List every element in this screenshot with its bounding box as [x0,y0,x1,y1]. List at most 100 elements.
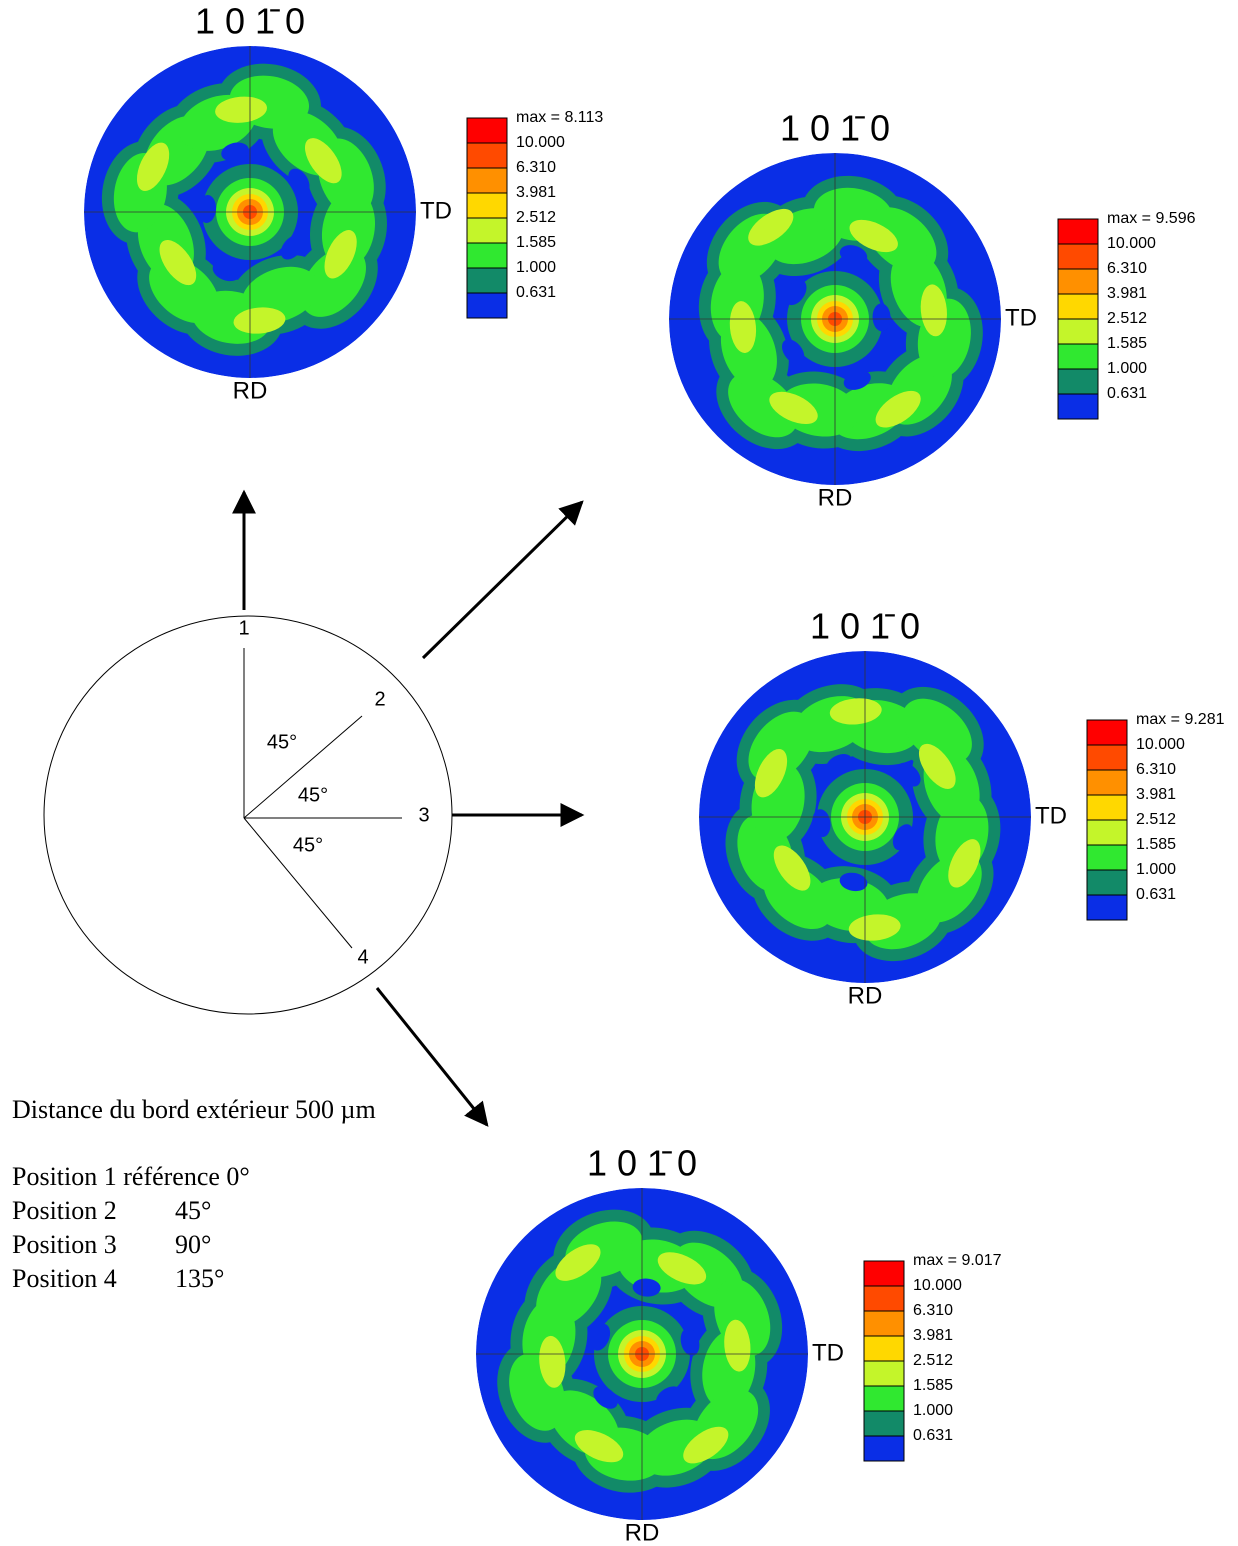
contour [724,1319,751,1372]
legend-band [1086,719,1128,746]
contour [324,230,357,279]
caption-row: Position 2 [12,1196,117,1225]
contour [839,245,868,265]
contour [902,698,972,764]
legend-max: max = 8.113 [516,109,603,126]
legend-level: 0.631 [1107,385,1147,402]
legend-level: 3.981 [516,184,556,201]
rd-label: RD [233,377,268,404]
position-label: 1 [238,617,249,639]
legend-band [466,192,508,219]
caption: Distance du bord extérieur 500 µm [12,1095,376,1124]
caption-row: 45° [175,1196,211,1225]
legend-level: 1.585 [1107,335,1147,352]
rd-label: RD [625,1519,660,1546]
legend-band [863,1310,905,1337]
caption-row: 135° [175,1264,224,1293]
legend-level: 1.585 [913,1377,953,1394]
contour [683,1426,729,1464]
legend-level: 10.000 [516,134,565,151]
figure-title: 1 0 1̄ 0 [195,1,305,42]
legend-band [1086,794,1128,821]
contour [288,168,310,195]
legend-level: 3.981 [913,1327,953,1344]
contour [136,142,170,192]
contour [754,748,788,798]
diagram [43,489,585,1127]
legend-level: 10.000 [1136,736,1185,753]
legend-band [863,1285,905,1312]
contour [280,235,304,260]
contour [680,1328,700,1356]
legend-band [466,167,508,194]
legend-max: max = 9.281 [1136,711,1225,728]
legend-level: 1.585 [1136,836,1176,853]
legend-band [1057,393,1099,420]
contour [812,809,831,838]
figure-title: 1 0 1̄ 0 [810,606,920,647]
contour [221,142,249,162]
contour [826,754,853,775]
legend-level: 6.310 [913,1302,953,1319]
legend-band [1086,844,1128,871]
legend-level: 2.512 [1107,310,1147,327]
contour [233,307,286,334]
legend-level: 1.000 [516,259,556,276]
caption-row: Position 1 référence 0° [12,1162,250,1191]
radius-line [243,817,353,949]
radius-line [243,715,363,819]
contour [773,845,811,891]
contour [574,1430,624,1463]
legend-band [466,117,508,144]
legend-level: 2.512 [913,1352,953,1369]
angle-label: 45° [267,731,297,753]
pole-figure [699,651,1031,983]
contour [657,1252,707,1285]
pole-figure [476,1188,808,1520]
contour [849,219,898,253]
legend: max = 9.281 10.000 6.310 3.981 2.512 1.585 1.0… [1086,711,1225,921]
legend-band [863,1360,905,1387]
legend-band [1086,769,1128,796]
angle-label: 45° [298,784,328,806]
legend: max = 8.113 10.000 6.310 3.981 2.512 1.585 1.0… [466,109,603,319]
legend-band [466,242,508,269]
legend-level: 1.000 [1136,861,1176,878]
legend-band [863,1410,905,1437]
arrow [421,500,584,660]
position-label: 3 [418,804,429,826]
legend-max: max = 9.596 [1107,210,1196,227]
contour [159,239,197,286]
legend-band [466,217,508,244]
contour [656,1386,682,1408]
td-label: TD [812,1339,844,1366]
legend-band [466,267,508,294]
caption-row: Position 3 [12,1230,117,1259]
contour [748,208,794,246]
legend-level: 1.585 [516,234,556,251]
legend-max: max = 9.017 [913,1252,1002,1269]
legend-band [1086,894,1128,921]
legend-band [1057,218,1099,245]
contour [539,1335,566,1388]
contour [872,303,891,332]
contour [848,914,901,941]
legend-band [1057,318,1099,345]
contour [920,284,947,337]
legend-band [1057,268,1099,295]
contour [212,261,240,282]
contour [843,370,871,390]
contour [897,762,921,787]
contour [892,824,914,851]
rd-label: RD [818,484,853,511]
legend-level: 10.000 [913,1277,962,1294]
contour [215,96,267,123]
legend-level: 6.310 [1107,260,1147,277]
legend-band [1057,293,1099,320]
td-label: TD [1035,802,1067,829]
legend-band [863,1385,905,1412]
legend-level: 3.981 [1136,786,1176,803]
legend-band [863,1260,905,1287]
figure-title: 1 0 1̄ 0 [780,108,890,149]
